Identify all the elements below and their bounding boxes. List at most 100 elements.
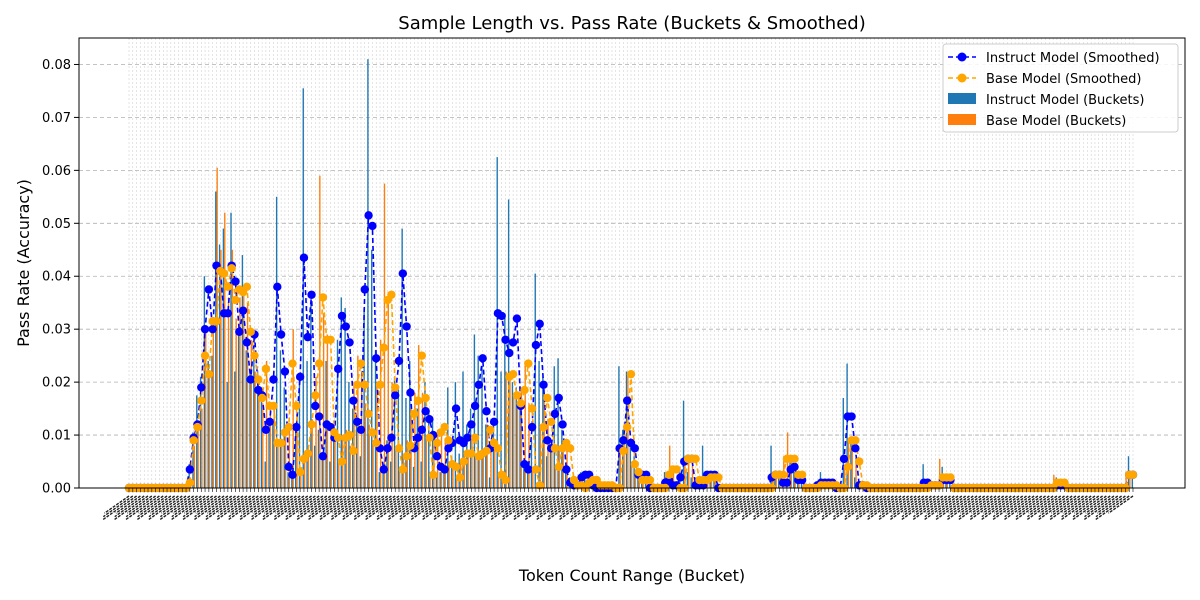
x-tick-label	[263, 495, 290, 514]
bar-base-bucket	[364, 403, 367, 488]
x-axis-label: Token Count Range (Bucket)	[518, 566, 745, 585]
point-base-smoothed	[843, 462, 852, 472]
point-base-smoothed	[854, 457, 864, 466]
point-instruct-smoothed	[288, 470, 297, 479]
bar-base-bucket	[490, 440, 492, 488]
x-tick-label	[628, 495, 655, 514]
bar-instruct-bucket	[713, 477, 715, 488]
point-instruct-smoothed	[269, 375, 278, 384]
x-tick-label	[547, 495, 579, 518]
x-tick-label	[125, 495, 157, 518]
bar-instruct-bucket	[633, 456, 635, 488]
bar-instruct-bucket	[287, 472, 289, 488]
bar-base-bucket	[672, 466, 675, 488]
x-tick-label	[697, 495, 723, 514]
bar-base-bucket	[197, 424, 199, 488]
point-base-smoothed	[550, 444, 560, 453]
bar-instruct-bucket	[686, 472, 689, 488]
point-instruct-smoothed	[314, 412, 324, 421]
bar-instruct-bucket	[237, 334, 240, 488]
x-tick-label	[513, 495, 544, 518]
point-base-smoothed	[318, 293, 328, 302]
bar-instruct-bucket	[701, 445, 704, 488]
bar-instruct-bucket	[218, 244, 221, 488]
x-tick-label	[218, 495, 244, 514]
x-tick-label	[158, 495, 195, 521]
point-base-smoothed	[219, 269, 229, 278]
x-tick-label	[490, 495, 522, 518]
x-tick-label	[776, 495, 807, 518]
x-tick-label	[594, 495, 620, 514]
x-tick-label	[763, 495, 799, 521]
bar-instruct-bucket	[690, 477, 692, 488]
bar-base-bucket	[562, 440, 564, 488]
legend-swatch-instruct-buckets	[948, 93, 976, 104]
bar-instruct-bucket	[264, 461, 266, 488]
x-tick-label	[468, 495, 499, 518]
point-base-smoothed	[459, 457, 468, 466]
bar-instruct-bucket	[355, 424, 358, 488]
point-base-smoothed	[417, 351, 427, 360]
x-tick-label	[627, 495, 659, 518]
x-tick-label	[332, 495, 358, 514]
bar-instruct-bucket	[629, 445, 631, 488]
x-tick-label	[181, 495, 217, 521]
x-tick-label	[343, 495, 369, 514]
x-tick-label	[444, 495, 480, 521]
point-instruct-smoothed	[303, 332, 312, 342]
bar-base-bucket	[444, 440, 447, 488]
bar-instruct-bucket	[561, 429, 563, 488]
point-instruct-smoothed	[535, 319, 544, 329]
point-instruct-smoothed	[200, 324, 210, 334]
x-tick-label	[684, 495, 716, 518]
x-tick-label	[183, 495, 210, 514]
bar-instruct-bucket	[538, 360, 540, 488]
x-tick-label	[569, 495, 605, 521]
x-tick-label	[719, 495, 750, 518]
point-instruct-smoothed	[676, 473, 685, 482]
x-tick-label	[512, 495, 548, 521]
x-tick-label	[434, 495, 461, 514]
point-instruct-smoothed	[622, 396, 632, 405]
x-tick-label	[215, 495, 252, 521]
bar-instruct-bucket	[945, 482, 947, 488]
x-tick-label	[685, 495, 712, 514]
x-tick-label	[798, 495, 830, 518]
bar-base-bucket	[482, 450, 485, 488]
x-tick-label	[422, 495, 453, 518]
point-instruct-smoothed	[470, 401, 480, 411]
x-tick-label	[673, 495, 704, 518]
point-instruct-smoothed	[619, 436, 628, 445]
bar-instruct-bucket	[215, 191, 217, 488]
bar-instruct-bucket	[222, 228, 225, 488]
x-tick-label	[923, 495, 959, 521]
x-tick-label	[398, 495, 434, 521]
bar-instruct-bucket	[397, 387, 400, 488]
point-base-smoothed	[345, 430, 354, 440]
point-base-smoothed	[295, 467, 305, 477]
x-tick-label	[799, 495, 826, 514]
y-tick-label: 0.05	[42, 217, 71, 232]
point-base-smoothed	[352, 380, 362, 389]
x-tick-label	[867, 495, 898, 518]
x-tick-label	[320, 495, 347, 514]
point-base-smoothed	[524, 359, 533, 368]
x-tick-label	[307, 495, 343, 521]
legend-item-instruct-buckets: Instruct Model (Buckets)	[948, 93, 1144, 108]
point-instruct-smoothed	[501, 335, 510, 344]
bar-instruct-bucket	[542, 376, 544, 488]
point-base-smoothed	[432, 438, 442, 448]
bar-base-bucket	[520, 387, 523, 488]
bar-base-bucket	[380, 339, 382, 488]
x-tick-label	[352, 495, 389, 521]
y-tick-label: 0.06	[42, 164, 71, 179]
x-tick-label	[102, 495, 134, 518]
bar-instruct-bucket	[344, 308, 346, 488]
point-base-smoothed	[470, 433, 480, 442]
bar-base-bucket	[429, 472, 431, 488]
point-instruct-smoothed	[558, 420, 567, 429]
bar-base-bucket	[532, 466, 534, 488]
point-base-smoothed	[326, 335, 335, 344]
point-instruct-smoothed	[851, 444, 860, 453]
point-base-smoothed	[626, 369, 636, 379]
